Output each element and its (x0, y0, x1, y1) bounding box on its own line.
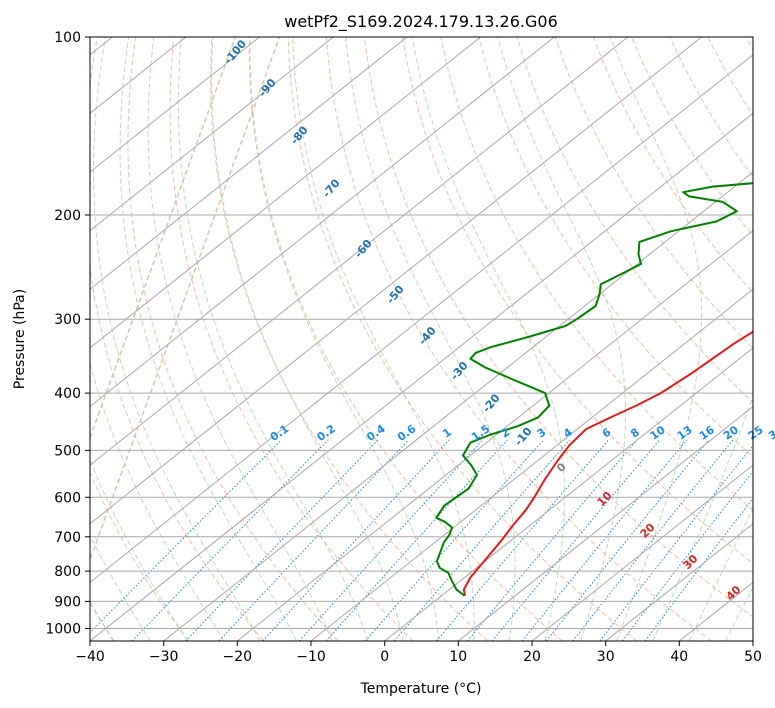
y-tick-label: 700 (54, 530, 81, 546)
mixing-ratio-line (131, 439, 329, 641)
temperature-profile-line (462, 330, 753, 596)
moist-adiabat-line (292, 37, 475, 641)
isotherm-line (752, 640, 753, 641)
isotherm-line (90, 37, 555, 408)
moist-adiabat-line (90, 362, 225, 641)
x-tick-label: 0 (380, 649, 389, 665)
moist-adiabat-line (345, 37, 516, 641)
y-tick-label: 300 (54, 312, 81, 328)
y-tick-label: 600 (54, 490, 81, 506)
mixing-ratio-line (185, 439, 379, 641)
plot-background (90, 37, 753, 641)
mixing-ratio-line (572, 439, 734, 641)
sounding-series (435, 182, 753, 597)
plot-frame (89, 36, 754, 642)
x-tick-label: 30 (597, 649, 615, 665)
y-tick-label: 200 (54, 208, 81, 224)
moist-adiabat-line (90, 458, 188, 641)
x-tick-label: 10 (449, 649, 467, 665)
isotherm-line (90, 37, 260, 173)
moist-adiabat-line (211, 37, 404, 641)
moist-adiabat-line (652, 395, 753, 641)
mixing-ratio-line (364, 439, 544, 641)
dry-adiabat-line (478, 37, 753, 458)
moist-adiabat-line (119, 37, 297, 641)
dry-adiabat-line (402, 37, 753, 565)
isotherm-line (163, 171, 753, 641)
moist-adiabat-line (497, 37, 626, 641)
isotherm-line (236, 229, 753, 641)
x-axis-label: Temperature (°C) (360, 681, 482, 697)
x-tick-label: 40 (670, 649, 688, 665)
dry-adiabat-line (210, 37, 488, 641)
x-tick-label: −40 (75, 649, 105, 665)
mixing-ratio-line (298, 439, 484, 641)
dry-adiabat-line (363, 37, 753, 618)
dry-adiabat-line (554, 37, 753, 349)
mixing-ratio-line (467, 439, 638, 641)
mixing-ratio-line (621, 470, 753, 641)
mixing-ratio-line (521, 439, 688, 641)
grid-lines (90, 37, 753, 641)
isotherm-line (90, 112, 753, 641)
dry-adiabat-line (90, 470, 190, 641)
y-axis-label: Pressure (hPa) (12, 289, 28, 389)
isotherm-line (90, 37, 334, 232)
mixing-ratio-line (599, 444, 753, 641)
mixing-ratio-line (491, 439, 660, 641)
moist-adiabat-line (411, 37, 565, 641)
isotherm-line (531, 464, 753, 641)
moist-adiabat-line (248, 37, 439, 641)
x-tick-label: 20 (523, 649, 541, 665)
dewpoint-profile-line (435, 182, 753, 597)
moist-adiabat-line (90, 534, 151, 641)
y-tick-label: 100 (54, 30, 81, 46)
axis-ticks: −40 −30 −20 −10 0 10 20 30 40 50 100 200 300 400 500 60… (45, 30, 762, 665)
dry-adiabat-line (249, 37, 563, 641)
x-tick-label: −10 (296, 649, 326, 665)
isotherm-line (90, 37, 408, 290)
chart-title: wetPf2_S169.2024.179.13.26.G06 (284, 12, 558, 32)
reference-curve-line (90, 37, 281, 562)
mixing-ratio-line (90, 439, 282, 634)
moist-adiabat-line (93, 37, 261, 641)
dry-adiabat-line (127, 37, 339, 641)
y-tick-label: 500 (54, 443, 81, 459)
isotherm-line (384, 347, 753, 641)
y-tick-label: 400 (54, 386, 81, 402)
isotherm-line (605, 523, 753, 641)
x-tick-label: 50 (744, 649, 762, 665)
x-tick-label: −30 (149, 649, 179, 665)
mixing-ratio-line (436, 439, 609, 641)
dry-adiabat-line (90, 37, 264, 641)
isotherm-line (457, 405, 753, 641)
isotherm-line (310, 288, 753, 641)
isotherm-line (90, 37, 629, 466)
isotherm-line (90, 37, 702, 525)
dry-adiabat-line (287, 37, 638, 641)
mixing-ratio-line (644, 497, 753, 641)
isotherm-line (90, 54, 753, 583)
y-tick-label: 1000 (45, 622, 81, 638)
mixing-ratio-label: 30 (766, 423, 775, 443)
x-tick-label: −20 (223, 649, 253, 665)
mixing-ratio-line (325, 439, 508, 641)
isotherm-line (90, 37, 481, 349)
moist-adiabat-line (177, 37, 369, 641)
mixing-ratio-line (262, 439, 450, 641)
y-tick-label: 900 (54, 594, 81, 610)
y-tick-label: 800 (54, 564, 81, 580)
